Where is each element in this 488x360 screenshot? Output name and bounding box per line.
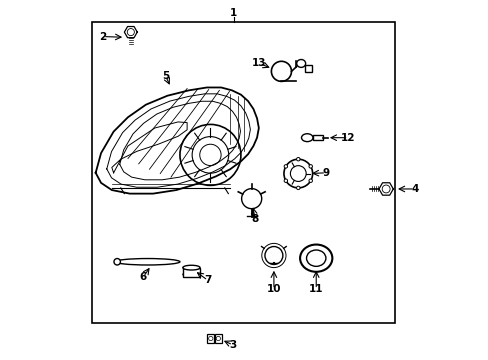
Bar [304,65,311,72]
Ellipse shape [301,134,312,141]
Circle shape [296,186,300,190]
Text: 12: 12 [341,133,355,143]
Text: 4: 4 [410,184,418,194]
Text: 13: 13 [252,58,266,68]
Bar [207,334,214,343]
Bar [92,22,394,323]
Circle shape [308,179,312,183]
Circle shape [284,165,287,168]
Text: 9: 9 [322,168,329,178]
Ellipse shape [115,258,180,265]
Text: 7: 7 [204,275,211,285]
Text: 3: 3 [229,340,236,350]
Ellipse shape [296,59,305,67]
Bar [312,135,322,140]
Text: 10: 10 [266,284,281,294]
Text: 5: 5 [162,71,169,81]
Circle shape [284,179,287,183]
Bar [214,334,222,343]
Circle shape [264,247,282,265]
Circle shape [296,157,300,161]
Circle shape [241,189,261,209]
Bar [183,267,200,277]
Text: 11: 11 [308,284,323,294]
Text: 1: 1 [230,8,237,18]
Text: 8: 8 [251,215,258,224]
Ellipse shape [183,265,200,270]
Text: 2: 2 [99,32,106,41]
Circle shape [114,258,120,265]
Polygon shape [124,27,137,38]
Text: 6: 6 [140,272,147,282]
Ellipse shape [183,272,200,277]
Circle shape [308,165,312,168]
Polygon shape [378,183,392,195]
